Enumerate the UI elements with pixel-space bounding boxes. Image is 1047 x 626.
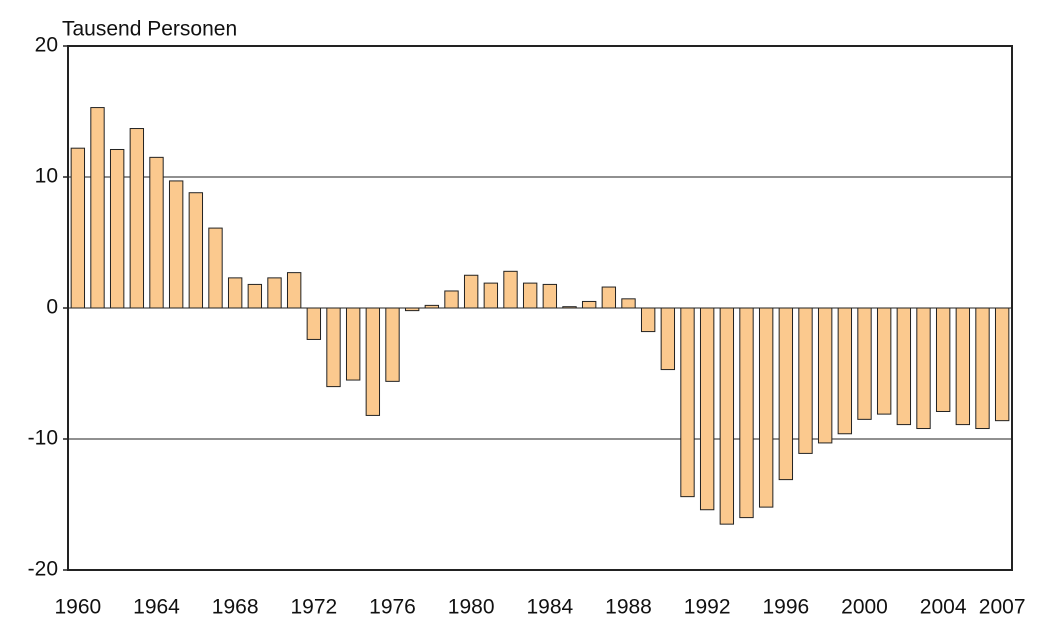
x-tick-label: 1996 xyxy=(762,596,809,619)
x-tick-label: 2000 xyxy=(841,596,888,619)
x-tick-label: 2004 xyxy=(920,596,967,619)
bar xyxy=(916,307,931,430)
bar xyxy=(975,307,990,430)
x-tick-label: 1976 xyxy=(369,596,416,619)
bar xyxy=(227,277,243,309)
bar xyxy=(70,147,86,309)
bar xyxy=(424,304,440,309)
bar xyxy=(994,307,1010,422)
bar xyxy=(208,227,223,309)
y-axis-title: Tausend Personen xyxy=(62,18,237,41)
bar xyxy=(306,307,322,340)
x-tick-label: 1968 xyxy=(212,596,259,619)
bar xyxy=(758,307,774,508)
bar xyxy=(90,107,105,309)
bar xyxy=(896,307,912,426)
bar xyxy=(935,307,951,412)
bar xyxy=(503,270,518,309)
bar xyxy=(955,307,971,426)
x-tick-label: 1980 xyxy=(448,596,495,619)
bar xyxy=(326,307,341,388)
bar xyxy=(699,307,715,511)
bar xyxy=(345,307,361,381)
y-tick-label: 10 xyxy=(35,165,58,188)
bar xyxy=(483,282,499,309)
x-tick-label: 1992 xyxy=(684,596,731,619)
bar xyxy=(739,307,754,519)
bar xyxy=(444,290,459,309)
bar xyxy=(404,307,420,312)
bar xyxy=(365,307,381,416)
bar xyxy=(581,300,597,309)
bar xyxy=(286,272,302,309)
bar xyxy=(876,307,892,415)
bar xyxy=(778,307,794,481)
bar xyxy=(109,148,125,309)
y-tick-label: -20 xyxy=(28,558,58,581)
x-tick-label: 1972 xyxy=(290,596,337,619)
bar xyxy=(837,307,853,435)
bar xyxy=(385,307,400,382)
bar xyxy=(857,307,872,420)
y-tick-label: 0 xyxy=(46,296,58,319)
bar xyxy=(817,307,833,444)
bar xyxy=(463,274,479,309)
bar xyxy=(149,156,164,309)
bar xyxy=(640,307,656,333)
bar xyxy=(522,282,538,309)
x-tick-label: 1988 xyxy=(605,596,652,619)
x-tick-label: 1984 xyxy=(526,596,573,619)
x-tick-label: 1964 xyxy=(133,596,180,619)
bar xyxy=(680,307,695,498)
bar xyxy=(719,307,735,525)
y-tick-label: -10 xyxy=(28,427,58,450)
bar xyxy=(188,192,204,309)
bar xyxy=(247,283,263,309)
bar xyxy=(601,286,617,309)
y-tick-label: 20 xyxy=(35,34,58,57)
bar xyxy=(562,306,577,309)
bar xyxy=(168,180,184,309)
bar xyxy=(621,298,636,309)
plot-frame xyxy=(67,45,1013,571)
bar xyxy=(660,307,676,371)
bar xyxy=(542,283,558,309)
x-tick-label: 2007 xyxy=(979,596,1026,619)
bar xyxy=(267,277,282,309)
x-tick-label: 1960 xyxy=(54,596,101,619)
bar xyxy=(129,128,145,309)
bar xyxy=(798,307,813,454)
